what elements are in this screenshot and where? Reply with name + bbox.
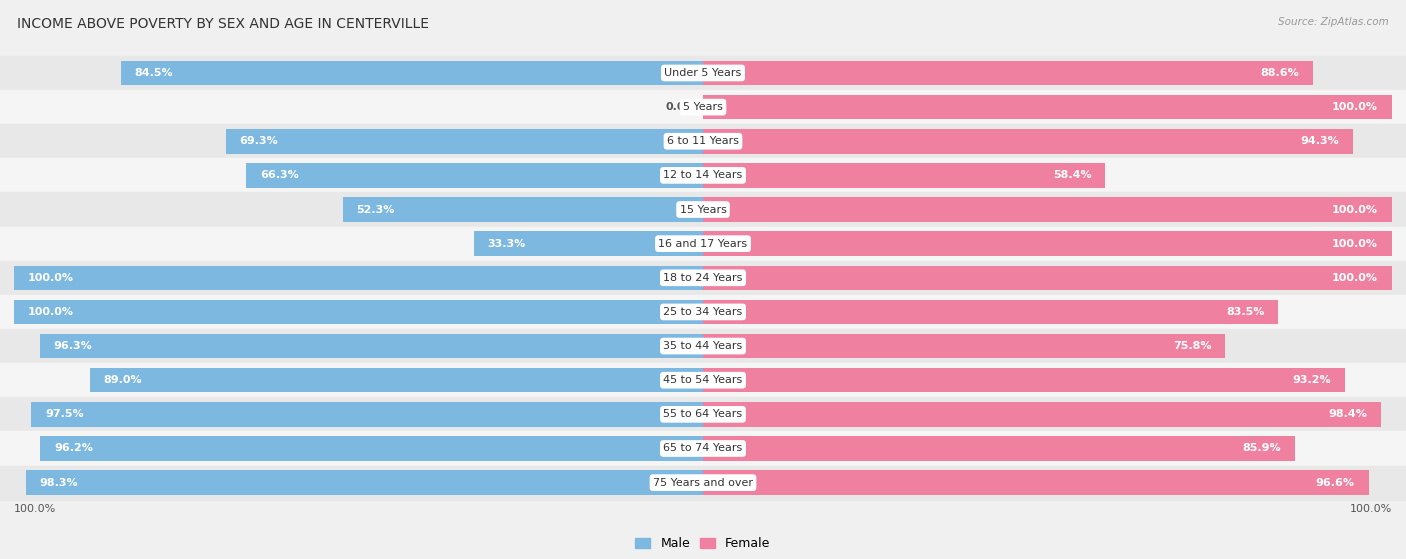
Text: 83.5%: 83.5% <box>1226 307 1264 317</box>
Text: 96.6%: 96.6% <box>1316 477 1355 487</box>
Text: 100.0%: 100.0% <box>14 504 56 514</box>
Text: 100.0%: 100.0% <box>28 273 75 283</box>
Text: 100.0%: 100.0% <box>1331 102 1378 112</box>
Text: 96.2%: 96.2% <box>53 443 93 453</box>
Text: 75 Years and over: 75 Years and over <box>652 477 754 487</box>
Bar <box>703 61 1313 86</box>
Text: INCOME ABOVE POVERTY BY SEX AND AGE IN CENTERVILLE: INCOME ABOVE POVERTY BY SEX AND AGE IN C… <box>17 17 429 31</box>
Text: 58.4%: 58.4% <box>1053 170 1091 181</box>
Bar <box>90 368 703 392</box>
Text: 65 to 74 Years: 65 to 74 Years <box>664 443 742 453</box>
Bar <box>343 197 703 222</box>
Text: 15 Years: 15 Years <box>679 205 727 215</box>
Bar <box>41 436 703 461</box>
Text: 89.0%: 89.0% <box>104 375 142 385</box>
Bar <box>703 197 1392 222</box>
Bar <box>0 466 1406 500</box>
Text: 100.0%: 100.0% <box>1331 273 1378 283</box>
Text: 98.3%: 98.3% <box>39 477 79 487</box>
Bar <box>703 470 1368 495</box>
Text: 66.3%: 66.3% <box>260 170 298 181</box>
Legend: Male, Female: Male, Female <box>630 532 776 555</box>
Bar <box>703 368 1346 392</box>
Text: 85.9%: 85.9% <box>1243 443 1281 453</box>
Text: 98.4%: 98.4% <box>1329 409 1367 419</box>
Bar <box>121 61 703 86</box>
Bar <box>703 402 1381 427</box>
Text: 16 and 17 Years: 16 and 17 Years <box>658 239 748 249</box>
Bar <box>0 192 1406 226</box>
Text: Source: ZipAtlas.com: Source: ZipAtlas.com <box>1278 17 1389 27</box>
Bar <box>225 129 703 154</box>
Text: 33.3%: 33.3% <box>488 239 526 249</box>
Text: 18 to 24 Years: 18 to 24 Years <box>664 273 742 283</box>
Bar <box>703 436 1295 461</box>
Text: 100.0%: 100.0% <box>1350 504 1392 514</box>
Bar <box>0 56 1406 90</box>
Bar <box>0 90 1406 124</box>
Text: 52.3%: 52.3% <box>357 205 395 215</box>
Bar <box>0 158 1406 192</box>
Text: 12 to 14 Years: 12 to 14 Years <box>664 170 742 181</box>
Bar <box>0 295 1406 329</box>
Bar <box>703 300 1278 324</box>
Text: 6 to 11 Years: 6 to 11 Years <box>666 136 740 146</box>
Text: 25 to 34 Years: 25 to 34 Years <box>664 307 742 317</box>
Text: 94.3%: 94.3% <box>1301 136 1339 146</box>
Bar <box>474 231 703 256</box>
Bar <box>31 402 703 427</box>
Text: 75.8%: 75.8% <box>1173 341 1212 351</box>
Text: 0.0%: 0.0% <box>665 102 696 112</box>
Bar <box>703 163 1105 188</box>
Text: 69.3%: 69.3% <box>239 136 278 146</box>
Bar <box>14 300 703 324</box>
Text: 96.3%: 96.3% <box>53 341 91 351</box>
Bar <box>0 363 1406 397</box>
Bar <box>703 129 1353 154</box>
Text: 35 to 44 Years: 35 to 44 Years <box>664 341 742 351</box>
Bar <box>0 260 1406 295</box>
Text: 88.6%: 88.6% <box>1261 68 1299 78</box>
Bar <box>39 334 703 358</box>
Text: Under 5 Years: Under 5 Years <box>665 68 741 78</box>
Bar <box>0 226 1406 260</box>
Text: 97.5%: 97.5% <box>45 409 84 419</box>
Text: 100.0%: 100.0% <box>1331 239 1378 249</box>
Bar <box>703 266 1392 290</box>
Text: 100.0%: 100.0% <box>28 307 75 317</box>
Bar <box>0 124 1406 158</box>
Bar <box>14 266 703 290</box>
Bar <box>25 470 703 495</box>
Text: 84.5%: 84.5% <box>135 68 173 78</box>
Text: 100.0%: 100.0% <box>1331 205 1378 215</box>
Bar <box>0 329 1406 363</box>
Text: 45 to 54 Years: 45 to 54 Years <box>664 375 742 385</box>
Bar <box>703 231 1392 256</box>
Bar <box>0 432 1406 466</box>
Text: 93.2%: 93.2% <box>1292 375 1331 385</box>
Bar <box>246 163 703 188</box>
Bar <box>703 95 1392 120</box>
Bar <box>703 334 1225 358</box>
Bar <box>0 397 1406 432</box>
Text: 55 to 64 Years: 55 to 64 Years <box>664 409 742 419</box>
Text: 5 Years: 5 Years <box>683 102 723 112</box>
